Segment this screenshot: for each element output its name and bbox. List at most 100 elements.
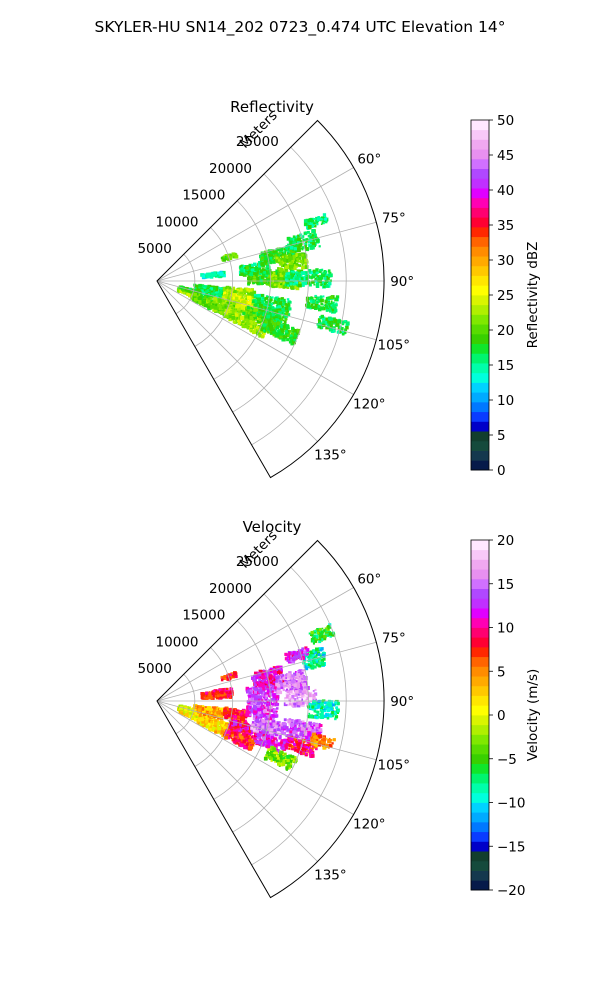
velocity-colorbar-segment [471, 549, 489, 560]
reflectivity-polar-plot: 5000 10000 15000 20000 25000 60° 75° 90° 105° 120… [137, 108, 414, 479]
reflectivity-echo-cell [190, 291, 215, 311]
velocity-echo-cell [196, 713, 230, 738]
reflectivity-echo-cell [305, 294, 340, 314]
reflectivity-range-tick-label: 25000 [236, 134, 279, 150]
velocity-azimuth-tick-label: 60° [357, 571, 381, 587]
velocity-colorbar-segment [471, 608, 489, 619]
velocity-colorbar-segment [471, 578, 489, 590]
reflectivity-colorbar: 0 5 10 15 20 25 30 35 40 45 50 Reflectivity dBZ [470, 113, 541, 479]
reflectivity-panel: Reflectivity 5000 10000 15000 20000 25000 60°… [137, 98, 541, 479]
reflectivity-echo-cell [275, 252, 309, 272]
velocity-colorbar-segment [471, 792, 489, 803]
velocity-colorbar-segment [471, 753, 489, 765]
velocity-colorbar-segment [471, 870, 489, 881]
velocity-range-ring [213, 620, 271, 800]
figure-suptitle: SKYLER-HU SN14_202 0723_0.474 UTC Elevat… [95, 18, 506, 37]
velocity-colorbar-segment [471, 724, 489, 735]
reflectivity-echo-cell [284, 268, 333, 289]
velocity-colorbar-tick-label: −15 [497, 839, 526, 855]
velocity-range-ring [194, 647, 234, 767]
velocity-colorbar-segment [471, 831, 489, 842]
velocity-colorbar-segment [471, 559, 489, 570]
reflectivity-colorbar-segment [471, 460, 489, 471]
velocity-echo-cell [275, 669, 310, 695]
reflectivity-colorbar-segment [471, 178, 489, 189]
reflectivity-echo-cell [316, 314, 350, 336]
velocity-range-ring [175, 673, 196, 735]
velocity-colorbar-segment [471, 637, 489, 648]
reflectivity-colorbar-segment [471, 168, 489, 179]
reflectivity-echo-cell [286, 229, 321, 254]
reflectivity-azimuth-tick-label: 75° [382, 211, 406, 227]
reflectivity-colorbar-segment [471, 207, 489, 218]
velocity-echo-cell [283, 688, 318, 708]
velocity-colorbar-segment [471, 812, 489, 823]
reflectivity-range-ring [213, 200, 271, 380]
velocity-colorbar-segment [471, 617, 489, 628]
velocity-colorbar-segment [471, 705, 489, 716]
velocity-range-tick-label: 15000 [182, 608, 225, 624]
velocity-title: Velocity [243, 518, 302, 536]
reflectivity-colorbar-tick-label: 30 [497, 253, 514, 269]
reflectivity-colorbar-segment [471, 411, 489, 422]
velocity-azimuth-tick-label: 90° [390, 694, 414, 710]
reflectivity-echo-cell [256, 306, 291, 329]
velocity-colorbar: −20 −15 −10 −5 0 5 10 15 20 Velocity (m/s) [470, 533, 541, 899]
velocity-range-tick-label: 10000 [156, 635, 199, 651]
velocity-colorbar-segment [471, 802, 489, 813]
reflectivity-colorbar-segment [471, 217, 489, 228]
velocity-azimuth-line [156, 700, 318, 862]
reflectivity-colorbar-segment [471, 343, 489, 354]
velocity-range-tick-label: 25000 [236, 554, 279, 570]
velocity-data-field [177, 623, 340, 771]
velocity-echo-cell [245, 684, 280, 707]
velocity-colorbar-tick-label: −20 [497, 883, 526, 899]
reflectivity-azimuth-tick-label: 60° [357, 151, 381, 167]
reflectivity-colorbar-tick-label: 20 [497, 323, 514, 339]
reflectivity-azimuth-line [156, 280, 354, 395]
velocity-azimuth-line [156, 587, 354, 702]
reflectivity-colorbar-segment [471, 256, 489, 267]
reflectivity-data-field [176, 213, 350, 346]
velocity-colorbar-tick-label: 20 [497, 533, 514, 549]
velocity-range-tick-label: 5000 [137, 661, 171, 677]
reflectivity-range-tick-label: 10000 [156, 215, 199, 231]
reflectivity-echo-cell [200, 270, 226, 280]
velocity-range-tick-label: 20000 [209, 581, 252, 597]
velocity-azimuth-tick-label: 135° [314, 867, 347, 883]
reflectivity-colorbar-segment [471, 392, 489, 403]
velocity-azimuth-tick-label: 75° [382, 631, 406, 647]
velocity-sector-frame [156, 539, 385, 899]
velocity-colorbar-segment [471, 685, 489, 696]
reflectivity-colorbar-segment [471, 226, 489, 238]
velocity-colorbar-segment [471, 646, 489, 658]
velocity-azimuth-tick-label: 120° [353, 817, 386, 833]
velocity-colorbar-segment [471, 851, 489, 862]
reflectivity-azimuth-line [156, 221, 377, 282]
velocity-colorbar-segment [471, 598, 489, 609]
reflectivity-colorbar-segment [471, 120, 489, 131]
reflectivity-range-ring [175, 253, 196, 315]
reflectivity-colorbar-segment [471, 158, 489, 170]
velocity-azimuth-line [156, 700, 354, 815]
velocity-colorbar-segment [471, 627, 489, 638]
reflectivity-colorbar-segment [471, 197, 489, 208]
reflectivity-colorbar-segment [471, 401, 489, 413]
reflectivity-colorbar-segment [471, 382, 489, 393]
reflectivity-colorbar-segment [471, 188, 489, 199]
reflectivity-echo-cell [303, 213, 329, 230]
reflectivity-colorbar-segment [471, 353, 489, 364]
velocity-echo-cell [284, 735, 319, 758]
reflectivity-colorbar-segment [471, 285, 489, 296]
reflectivity-colorbar-segment [471, 363, 489, 374]
reflectivity-echo-cell [220, 252, 239, 262]
velocity-echo-cell [263, 745, 298, 771]
velocity-colorbar-segment [471, 783, 489, 794]
velocity-echo-cell [200, 687, 234, 700]
reflectivity-colorbar-segment [471, 129, 489, 140]
reflectivity-colorbar-segment [471, 450, 489, 461]
reflectivity-colorbar-segment [471, 333, 489, 345]
velocity-echo-cell [222, 706, 249, 725]
velocity-range-ring [251, 566, 347, 866]
